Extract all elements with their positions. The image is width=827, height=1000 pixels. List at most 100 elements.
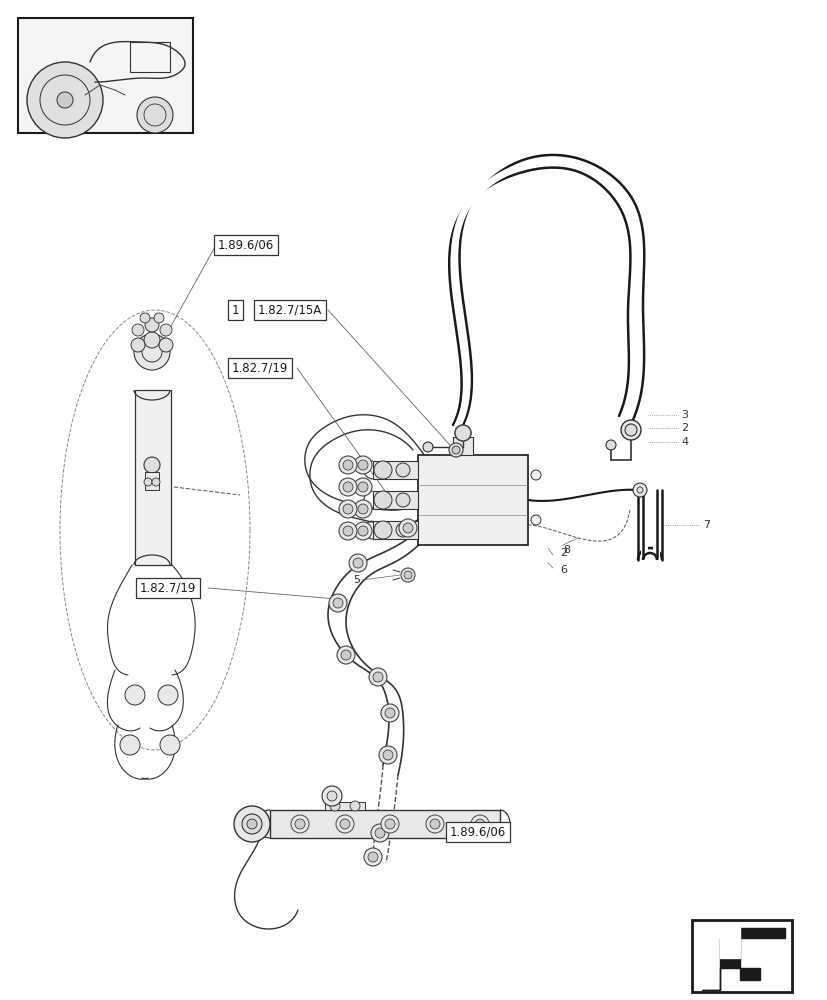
Circle shape <box>367 852 378 862</box>
Circle shape <box>354 478 371 496</box>
Circle shape <box>429 819 439 829</box>
Circle shape <box>27 62 103 138</box>
Circle shape <box>338 456 356 474</box>
Circle shape <box>246 819 256 829</box>
Circle shape <box>354 456 371 474</box>
Circle shape <box>370 824 389 842</box>
Bar <box>372 491 418 509</box>
Circle shape <box>395 523 409 537</box>
Circle shape <box>294 819 304 829</box>
Circle shape <box>147 475 157 485</box>
Circle shape <box>357 460 367 470</box>
Circle shape <box>336 815 354 833</box>
Circle shape <box>632 483 646 497</box>
Circle shape <box>342 482 352 492</box>
Circle shape <box>350 801 360 811</box>
Text: 2: 2 <box>559 548 566 558</box>
Bar <box>145 472 159 490</box>
Circle shape <box>364 848 381 866</box>
Circle shape <box>322 786 342 806</box>
Circle shape <box>374 461 391 479</box>
Text: 2: 2 <box>680 423 687 433</box>
Bar <box>691 920 791 992</box>
Circle shape <box>395 493 409 507</box>
Circle shape <box>530 470 540 480</box>
Circle shape <box>452 446 460 454</box>
Bar <box>325 802 365 810</box>
Circle shape <box>354 500 371 518</box>
Circle shape <box>425 815 443 833</box>
Circle shape <box>140 313 150 323</box>
Polygon shape <box>701 928 784 990</box>
Circle shape <box>352 558 362 568</box>
Circle shape <box>330 801 340 811</box>
Circle shape <box>125 685 145 705</box>
Circle shape <box>404 571 412 579</box>
Circle shape <box>372 672 383 682</box>
Circle shape <box>338 478 356 496</box>
Text: 5: 5 <box>352 575 360 585</box>
Circle shape <box>357 482 367 492</box>
Bar <box>452 437 472 455</box>
Circle shape <box>374 491 391 509</box>
Bar <box>418 455 528 545</box>
Circle shape <box>152 478 160 486</box>
Circle shape <box>131 324 144 336</box>
Circle shape <box>383 750 393 760</box>
Circle shape <box>423 442 433 452</box>
Circle shape <box>380 704 399 722</box>
Circle shape <box>374 521 391 539</box>
Circle shape <box>57 92 73 108</box>
Circle shape <box>399 519 417 537</box>
Text: 6: 6 <box>559 565 566 575</box>
Circle shape <box>328 594 347 612</box>
Bar <box>270 810 500 838</box>
Circle shape <box>395 463 409 477</box>
Circle shape <box>342 526 352 536</box>
Circle shape <box>636 487 643 493</box>
Circle shape <box>290 815 308 833</box>
Text: 1.89.6/06: 1.89.6/06 <box>218 238 274 251</box>
Text: 4: 4 <box>680 437 687 447</box>
Circle shape <box>144 332 160 348</box>
Circle shape <box>369 668 386 686</box>
Circle shape <box>471 815 489 833</box>
Bar <box>372 521 418 539</box>
Text: 1.82.7/19: 1.82.7/19 <box>232 361 288 374</box>
Circle shape <box>375 828 385 838</box>
Text: 1.82.7/19: 1.82.7/19 <box>140 582 196 594</box>
Circle shape <box>144 478 152 486</box>
Bar <box>135 390 171 565</box>
Circle shape <box>385 819 394 829</box>
Circle shape <box>154 313 164 323</box>
Circle shape <box>357 504 367 514</box>
Circle shape <box>342 460 352 470</box>
Circle shape <box>160 324 172 336</box>
Circle shape <box>620 420 640 440</box>
Circle shape <box>403 523 413 533</box>
Circle shape <box>160 735 179 755</box>
Circle shape <box>342 504 352 514</box>
Circle shape <box>134 334 170 370</box>
Text: 7: 7 <box>702 520 710 530</box>
Bar <box>130 42 170 72</box>
Circle shape <box>136 97 173 133</box>
Circle shape <box>159 338 173 352</box>
Circle shape <box>340 819 350 829</box>
Circle shape <box>158 685 178 705</box>
Polygon shape <box>719 928 739 958</box>
Circle shape <box>530 515 540 525</box>
Circle shape <box>144 457 160 473</box>
Circle shape <box>475 819 485 829</box>
Circle shape <box>338 500 356 518</box>
Text: 1: 1 <box>232 304 239 316</box>
Circle shape <box>624 424 636 436</box>
Circle shape <box>380 815 399 833</box>
Text: 3: 3 <box>680 410 687 420</box>
Text: 1.89.6/06: 1.89.6/06 <box>449 826 505 838</box>
Circle shape <box>234 806 270 842</box>
Circle shape <box>337 646 355 664</box>
Text: 8: 8 <box>562 545 570 555</box>
Circle shape <box>400 568 414 582</box>
Circle shape <box>458 429 466 437</box>
